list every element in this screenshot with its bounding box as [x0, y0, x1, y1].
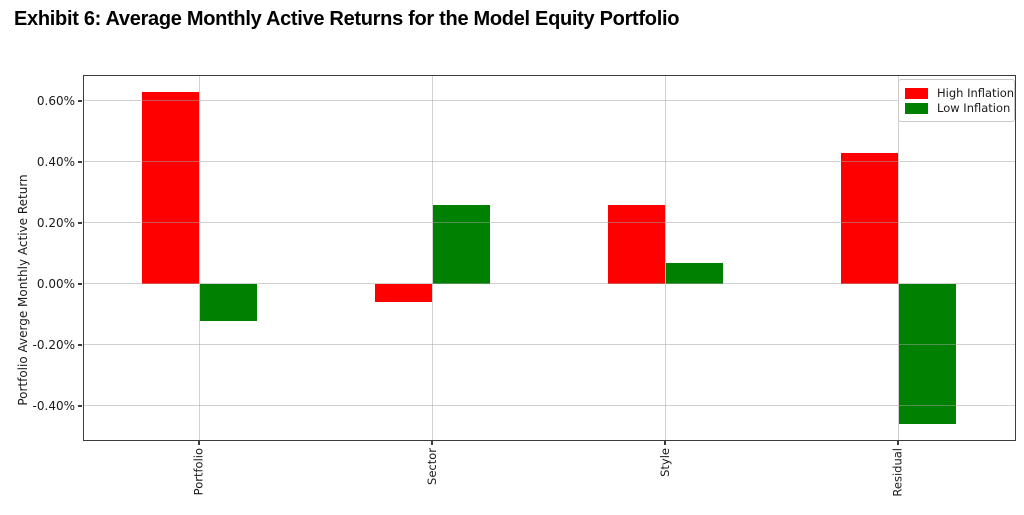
y-gridline — [83, 405, 1016, 407]
x-gridline — [897, 75, 899, 441]
x-tick — [897, 441, 899, 445]
y-tick — [78, 344, 82, 346]
x-gridline — [431, 75, 433, 441]
x-tick-label-portfolio: Portfolio — [191, 448, 206, 496]
y-tick-label: -0.20% — [32, 337, 75, 352]
legend-label: Low Inflation — [937, 100, 1011, 115]
axes-border — [83, 75, 1016, 441]
bar-low-inflation-portfolio — [199, 283, 257, 321]
bar-high-inflation-sector — [374, 283, 432, 303]
y-gridline — [83, 344, 1016, 346]
y-tick-label: 0.60% — [36, 93, 75, 108]
bar-low-inflation-sector — [432, 204, 490, 284]
y-tick-label: 0.20% — [36, 215, 75, 230]
legend-item-high-inflation: High Inflation — [905, 86, 1014, 100]
y-tick — [78, 100, 82, 102]
y-tick-label: -0.40% — [32, 398, 75, 413]
bar-high-inflation-portfolio — [141, 91, 199, 284]
x-tick-label-style: Style — [657, 448, 672, 477]
x-tick — [198, 441, 200, 445]
plot-area — [83, 75, 1016, 441]
y-tick-label: 0.40% — [36, 154, 75, 169]
x-tick — [431, 441, 433, 445]
y-tick — [78, 405, 82, 407]
y-gridline — [83, 161, 1016, 163]
legend-label: High Inflation — [937, 85, 1015, 100]
bar-high-inflation-residual — [840, 152, 898, 284]
legend-swatch-icon — [905, 102, 928, 114]
bar-low-inflation-residual — [898, 283, 956, 425]
x-tick-label-residual: Residual — [890, 448, 905, 497]
legend-item-low-inflation: Low Inflation — [905, 100, 1011, 115]
y-tick — [78, 222, 82, 224]
x-tick-label-sector: Sector — [424, 448, 439, 485]
legend: High Inflation Low Inflation — [898, 79, 1015, 122]
x-tick — [664, 441, 666, 445]
exhibit-title: Exhibit 6: Average Monthly Active Return… — [14, 8, 680, 30]
x-gridline — [664, 75, 666, 441]
y-gridline — [83, 222, 1016, 224]
y-tick — [78, 161, 82, 163]
bar-low-inflation-style — [665, 262, 723, 284]
legend-swatch-icon — [905, 87, 928, 99]
y-gridline — [83, 283, 1016, 285]
y-tick-label: 0.00% — [36, 276, 75, 291]
y-tick — [78, 283, 82, 285]
y-gridline — [83, 100, 1016, 102]
x-gridline — [198, 75, 200, 441]
bar-high-inflation-style — [607, 204, 665, 284]
